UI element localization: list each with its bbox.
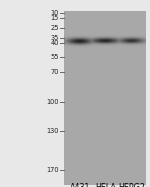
Text: 25: 25 — [51, 25, 59, 31]
Text: HEPG2: HEPG2 — [118, 183, 145, 187]
Text: 130: 130 — [46, 128, 59, 134]
Text: 15: 15 — [51, 15, 59, 21]
Text: A431: A431 — [69, 183, 90, 187]
Text: 55: 55 — [51, 54, 59, 60]
Text: 10: 10 — [51, 10, 59, 16]
Text: 100: 100 — [46, 99, 59, 105]
Bar — [64, 11, 146, 185]
Text: 70: 70 — [51, 69, 59, 75]
Text: 35: 35 — [51, 35, 59, 41]
Text: 170: 170 — [46, 167, 59, 173]
Text: HELA: HELA — [95, 183, 116, 187]
Text: 40: 40 — [51, 40, 59, 46]
